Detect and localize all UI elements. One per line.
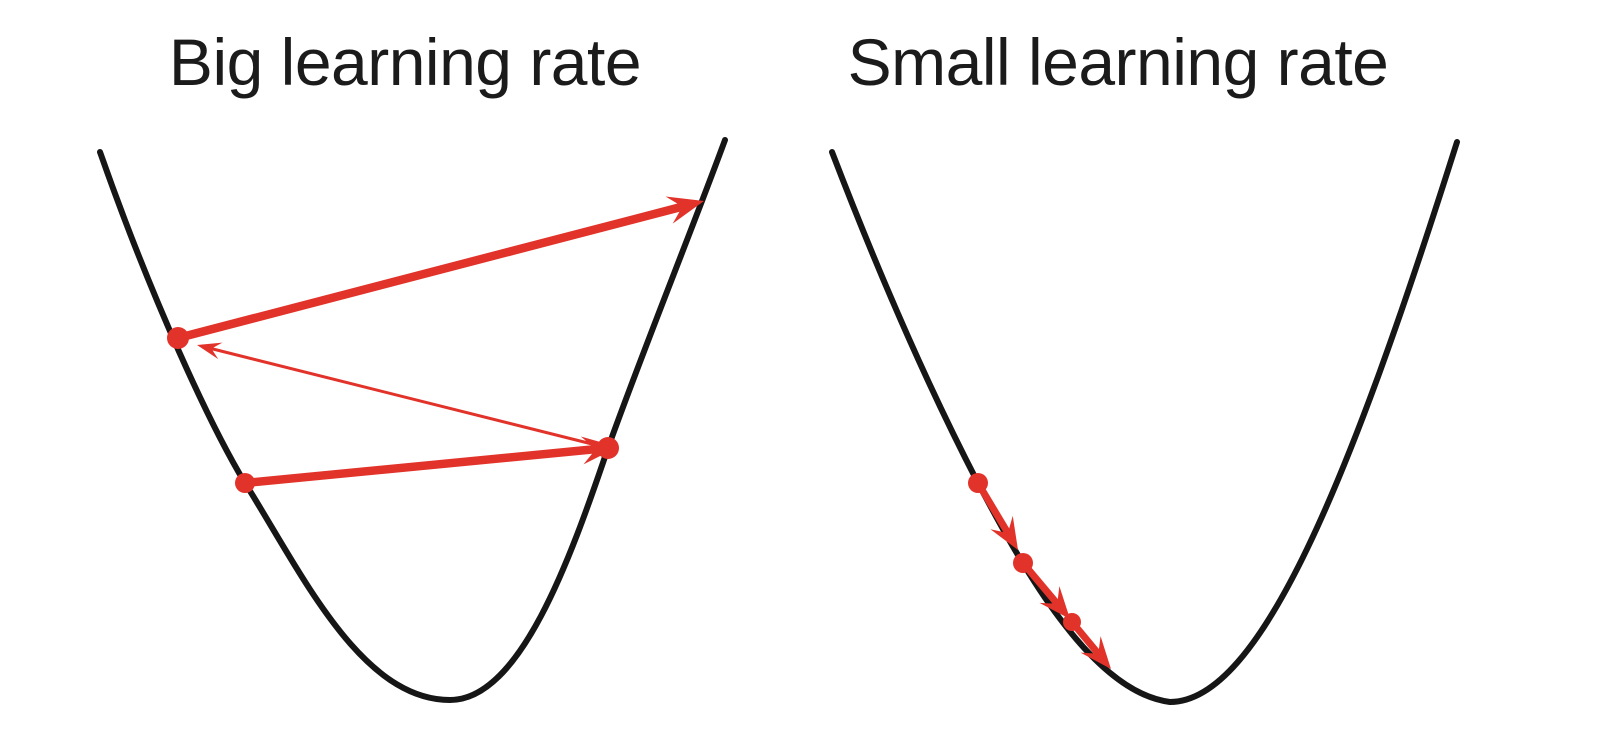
panel-big-learning-rate xyxy=(97,137,728,704)
gradient-step-arrow xyxy=(1019,559,1070,619)
loss-curve xyxy=(97,137,728,704)
gradient-step-arrow-shaft xyxy=(240,444,601,488)
panel-small-learning-rate xyxy=(829,139,1460,706)
gradient-step-dot xyxy=(597,437,619,459)
gradient-step-arrow xyxy=(974,479,1018,550)
gradient-step-dot xyxy=(1013,553,1033,573)
gradient-step-arrow-shaft xyxy=(173,202,687,343)
gradient-step-arrow xyxy=(197,342,610,450)
panel-title-small-learning-rate: Small learning rate xyxy=(847,25,1389,99)
gradient-step-arrowhead xyxy=(1039,586,1070,619)
gradient-step-arrowhead xyxy=(197,342,223,360)
gradient-step-arrow xyxy=(1068,618,1111,669)
gradient-step-dot xyxy=(235,473,255,493)
gradient-step-dot xyxy=(1063,613,1081,631)
gradient-step-arrowhead xyxy=(1080,636,1111,669)
gradient-step-arrow xyxy=(173,196,704,343)
gradient-step-arrow-shaft xyxy=(209,347,610,450)
gradient-step-dot xyxy=(968,473,988,493)
gradient-step-arrow xyxy=(240,436,618,488)
panel-title-big-learning-rate: Big learning rate xyxy=(168,25,642,99)
loss-curve xyxy=(829,139,1460,706)
gradient-step-arrowhead xyxy=(665,196,704,224)
gradient-step-arrowhead xyxy=(990,515,1018,550)
gradient-step-dot xyxy=(167,327,189,349)
